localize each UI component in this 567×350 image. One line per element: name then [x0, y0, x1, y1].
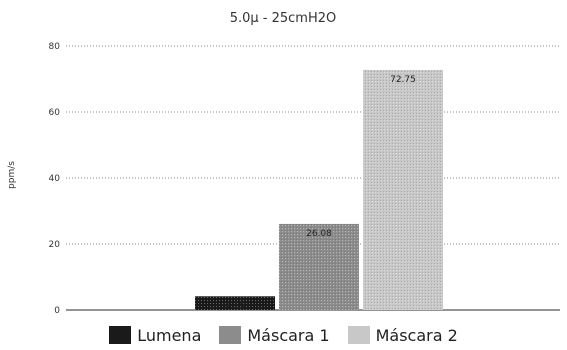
legend-item-mascara-1[interactable]: Máscara 1: [219, 325, 330, 345]
data-label: 26.08: [306, 229, 332, 239]
bar-texture: [195, 296, 275, 310]
y-tick-label: 0: [54, 306, 60, 316]
legend-item-lumena[interactable]: Lumena: [109, 326, 201, 345]
y-axis-label: ppm/s: [7, 161, 17, 189]
chart-title: 5.0µ - 25cmH2O: [230, 11, 337, 26]
legend-label-mascara-2: Máscara 2: [375, 325, 458, 345]
legend-swatch-lumena: [109, 326, 132, 344]
legend: Lumena Máscara 1 Máscara 2: [0, 322, 567, 348]
data-labels: 4.15 26.08 72.75: [225, 75, 416, 311]
data-label: 4.15: [225, 301, 245, 311]
legend-label-lumena: Lumena: [137, 325, 202, 345]
y-tick-label: 80: [49, 42, 61, 52]
y-tick-label: 20: [49, 240, 61, 250]
data-label: 72.75: [390, 75, 416, 85]
bars: [195, 69, 443, 310]
legend-swatch-mascara-1: [219, 326, 242, 344]
legend-swatch-mascara-2: [347, 326, 370, 344]
y-tick-label: 60: [49, 108, 61, 118]
legend-item-mascara-2[interactable]: Máscara 2: [347, 325, 458, 345]
y-tick-label: 40: [49, 174, 61, 184]
legend-label-mascara-1: Máscara 1: [247, 325, 330, 345]
bar-texture: [363, 69, 443, 310]
bar-texture: [279, 223, 359, 310]
y-axis-ticks: 0 20 40 60 80: [49, 42, 61, 316]
